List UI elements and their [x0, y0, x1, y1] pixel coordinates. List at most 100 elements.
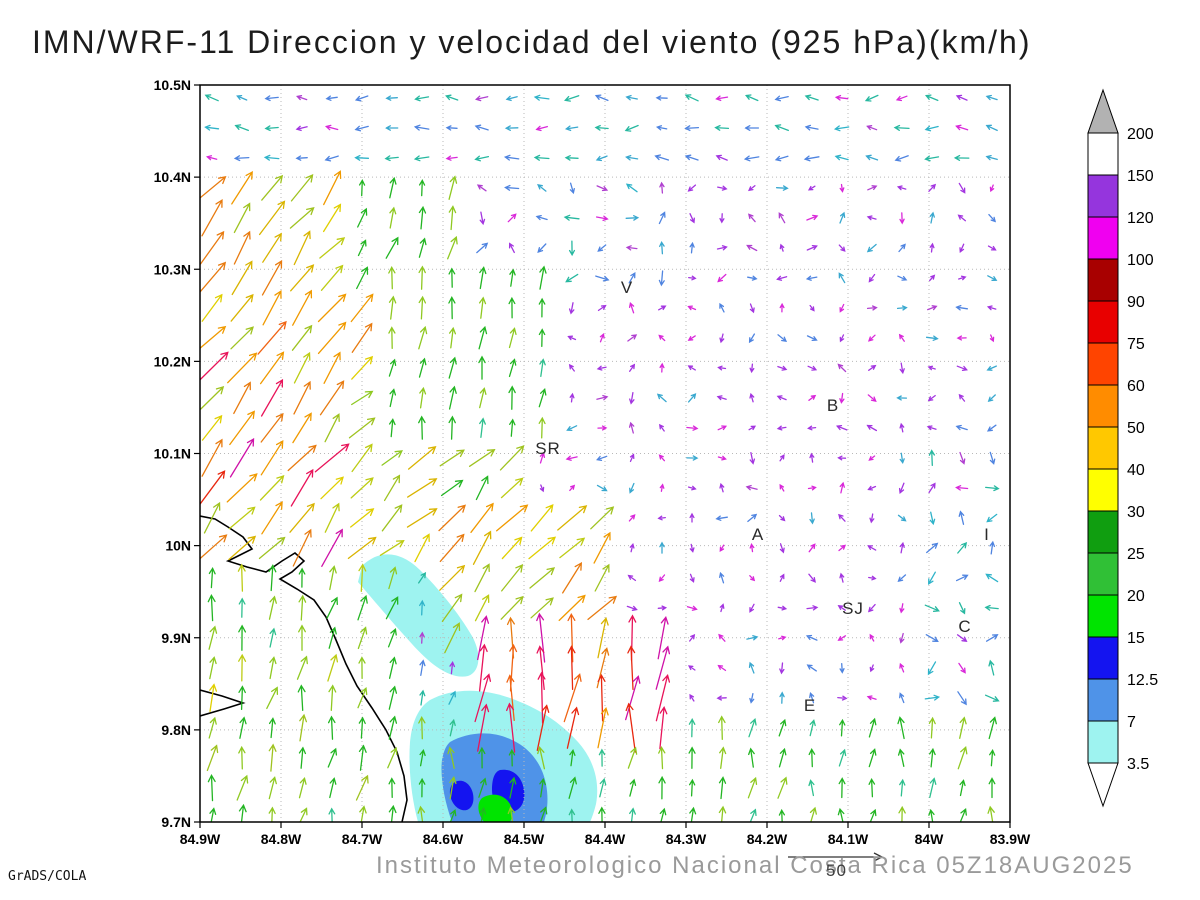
wind-arrow: [779, 543, 785, 554]
wind-arrow: [289, 502, 315, 533]
wind-arrow: [507, 806, 515, 822]
wind-arrow: [774, 155, 789, 162]
grid-lines: [200, 85, 1010, 822]
wind-arrow: [385, 596, 399, 620]
wind-arrow: [985, 485, 1000, 492]
wind-arrow: [958, 662, 966, 674]
wind-arrow: [986, 365, 997, 371]
wind-arrow: [808, 394, 817, 401]
wind-arrow: [897, 514, 907, 522]
wind-arrow: [536, 704, 550, 752]
wind-arrow: [389, 176, 397, 199]
wind-arrow: [779, 691, 785, 704]
wind-arrow: [287, 444, 317, 472]
wind-arrow: [839, 303, 845, 313]
wind-arrow: [292, 289, 313, 326]
wind-arrow: [899, 603, 905, 614]
wind-arrow: [449, 718, 456, 737]
wind-arrow: [839, 211, 846, 224]
wind-arrow: [563, 214, 580, 221]
wind-arrow: [354, 125, 369, 132]
wind-arrow: [568, 363, 575, 372]
wind-arrow: [925, 335, 939, 341]
wind-arrow: [538, 416, 546, 439]
wind-arrow: [295, 95, 308, 101]
wind-arrow: [324, 502, 340, 533]
wind-arrow: [539, 265, 547, 290]
wind-arrow: [803, 155, 820, 162]
wind-arrow: [775, 185, 789, 191]
wind-arrow: [208, 567, 216, 589]
wind-arrow: [837, 363, 847, 373]
wind-arrow: [413, 124, 430, 131]
wind-arrow: [929, 777, 937, 799]
wind-arrow: [955, 424, 968, 431]
wind-arrow: [897, 574, 907, 582]
wind-arrow: [268, 595, 277, 620]
wind-arrow: [470, 502, 494, 533]
wind-arrow: [837, 455, 847, 461]
wind-arrow: [659, 706, 668, 750]
wind-arrow: [226, 473, 258, 503]
wind-arrow: [928, 808, 935, 822]
wind-arrow: [326, 596, 338, 619]
wind-arrow: [448, 326, 457, 349]
wind-arrow: [501, 536, 523, 560]
wind-arrow: [266, 686, 279, 710]
wind-arrow: [205, 155, 218, 161]
wind-arrow: [627, 746, 638, 769]
wind-arrow: [689, 806, 697, 822]
wind-arrow: [358, 179, 366, 197]
wind-arrow: [448, 415, 456, 440]
wind-arrow: [327, 715, 336, 740]
wind-arrow: [717, 664, 727, 672]
wind-arrow: [899, 212, 905, 225]
wind-arrow: [627, 645, 636, 691]
x-tick-label: 83.9W: [990, 831, 1031, 847]
x-tick-label: 84.1W: [828, 831, 869, 847]
wind-arrow: [778, 212, 786, 224]
wind-arrow: [808, 543, 816, 553]
wind-arrow: [230, 293, 254, 322]
wind-arrow: [629, 453, 635, 463]
wind-arrow: [809, 719, 816, 737]
wind-arrow: [688, 717, 696, 738]
wind-arrow: [389, 388, 397, 408]
wind-arrow: [445, 155, 458, 161]
x-tick-label: 84.6W: [423, 831, 464, 847]
wind-arrow: [445, 125, 458, 131]
wind-arrow: [238, 624, 247, 651]
wind-arrow: [539, 484, 545, 493]
wind-arrow: [718, 633, 726, 642]
wind-arrow: [807, 365, 818, 371]
wind-arrow: [774, 95, 789, 102]
wind-arrow: [748, 747, 755, 768]
wind-arrow: [564, 155, 579, 161]
wind-arrow: [807, 425, 817, 431]
wind-arrow: [418, 325, 428, 350]
wind-arrow: [204, 94, 219, 102]
wind-arrow: [535, 125, 548, 132]
wind-arrow: [895, 95, 908, 102]
wind-arrow: [807, 485, 817, 491]
colorbar-tick-label: 7: [1127, 714, 1136, 731]
wind-arrow: [749, 363, 755, 374]
wind-arrow: [530, 597, 554, 619]
wind-arrow: [384, 155, 399, 162]
wind-arrow: [537, 243, 547, 253]
wind-arrow: [299, 807, 308, 822]
wind-arrow: [838, 777, 846, 799]
wind-arrow: [717, 185, 728, 191]
wind-arrow: [565, 273, 579, 283]
wind-arrow: [351, 355, 374, 380]
wind-arrow: [599, 332, 605, 343]
wind-arrow: [388, 295, 397, 320]
wind-arrow: [533, 154, 550, 161]
wind-arrow: [629, 482, 635, 494]
wind-arrow: [350, 293, 374, 323]
wind-arrow: [238, 803, 247, 822]
wind-arrow: [479, 387, 487, 409]
wind-arrow: [689, 633, 696, 642]
shading-patch: [478, 794, 513, 822]
colorbar-segment: [1087, 636, 1119, 680]
